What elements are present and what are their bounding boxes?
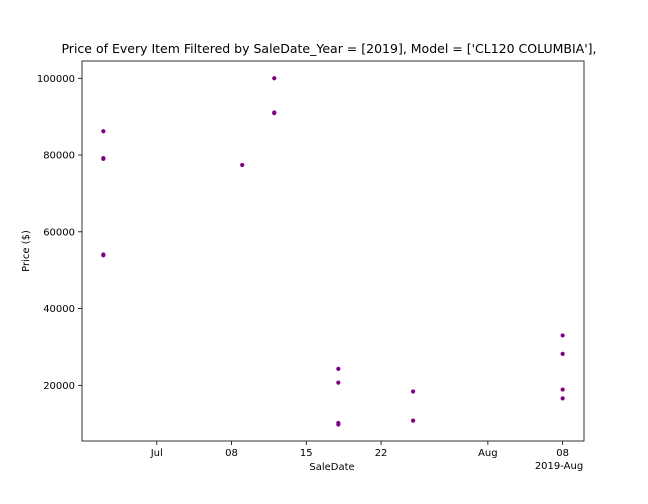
y-tick-label: 80000: [43, 151, 75, 162]
x-axis-offset-label: 2019-Aug: [535, 461, 583, 472]
x-tick-label: Jul: [150, 448, 163, 459]
data-point: [101, 156, 106, 161]
data-point: [336, 366, 341, 371]
data-point: [560, 351, 565, 356]
data-point: [560, 387, 565, 392]
chart-title: Price of Every Item Filtered by SaleDate…: [61, 41, 596, 56]
x-axis-label: SaleDate: [309, 462, 354, 473]
plot-frame: [81, 60, 585, 442]
data-point: [272, 111, 277, 116]
data-point: [272, 76, 277, 81]
data-point: [336, 380, 341, 385]
x-tick-label: 08: [556, 448, 569, 459]
data-point: [336, 422, 341, 427]
data-point: [560, 396, 565, 401]
data-point: [560, 333, 565, 338]
points-layer: [101, 76, 565, 427]
y-tick-label: 20000: [43, 381, 75, 392]
x-tick-label: 08: [225, 448, 238, 459]
data-point: [101, 253, 106, 258]
y-axis: 20000 40000 60000 80000 100000: [37, 74, 82, 392]
x-tick-label: 22: [375, 448, 388, 459]
x-tick-label: Aug: [478, 448, 498, 459]
data-point: [411, 389, 416, 394]
y-tick-label: 60000: [43, 227, 75, 238]
y-axis-label: Price ($): [21, 230, 32, 272]
x-tick-label: 15: [300, 448, 313, 459]
data-point: [240, 162, 245, 168]
y-tick-label: 40000: [43, 304, 75, 315]
data-point: [101, 129, 106, 134]
y-tick-label: 100000: [37, 74, 75, 85]
x-axis: Jul 08 15 22 Aug 08: [150, 441, 569, 459]
data-point: [411, 418, 416, 423]
